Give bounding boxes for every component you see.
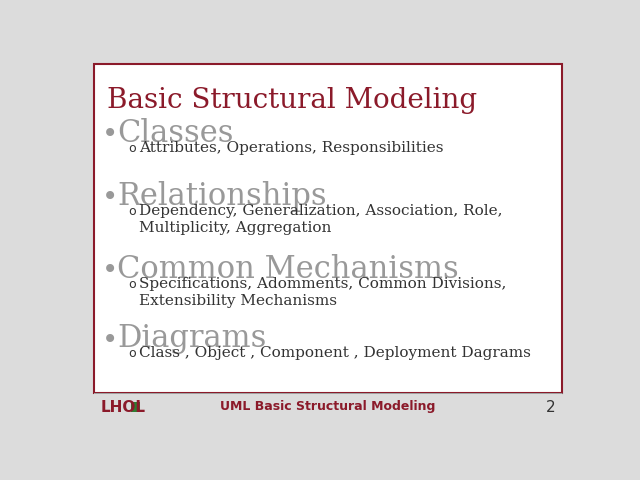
Bar xyxy=(131,402,140,412)
Text: Diagrams: Diagrams xyxy=(117,323,267,354)
Text: Attributes, Operations, Responsibilities: Attributes, Operations, Responsibilities xyxy=(139,141,444,155)
Text: o: o xyxy=(128,142,136,155)
Text: Class , Object , Component , Deployment Dagrams: Class , Object , Component , Deployment … xyxy=(139,347,531,360)
Text: 2: 2 xyxy=(546,400,556,415)
Text: Classes: Classes xyxy=(117,118,234,149)
Text: •: • xyxy=(102,256,118,284)
Text: UML Basic Structural Modeling: UML Basic Structural Modeling xyxy=(220,400,436,413)
Text: Relationships: Relationships xyxy=(117,181,327,212)
Text: o: o xyxy=(128,204,136,217)
Text: •: • xyxy=(102,325,118,354)
Text: Common Mechanisms: Common Mechanisms xyxy=(117,254,459,285)
Bar xyxy=(94,64,562,393)
Text: o: o xyxy=(128,278,136,291)
Bar xyxy=(94,393,562,421)
Text: •: • xyxy=(102,120,118,148)
Text: Basic Structural Modeling: Basic Structural Modeling xyxy=(107,87,477,114)
Text: Dependency, Generalization, Association, Role,
Multiplicity, Aggregation: Dependency, Generalization, Association,… xyxy=(139,204,502,235)
Text: LHOL: LHOL xyxy=(100,400,145,415)
Text: Specifications, Adomments, Common Divisions,
Extensibility Mechanisms: Specifications, Adomments, Common Divisi… xyxy=(139,277,506,308)
Text: o: o xyxy=(128,347,136,360)
Text: •: • xyxy=(102,183,118,211)
